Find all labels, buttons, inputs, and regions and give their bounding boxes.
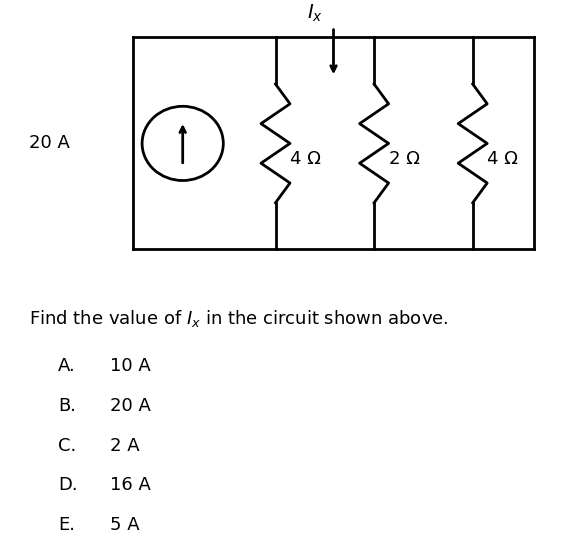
Text: 20 A: 20 A: [110, 397, 151, 415]
Text: 5 A: 5 A: [110, 516, 140, 534]
Text: B.: B.: [58, 397, 76, 415]
Text: D.: D.: [58, 476, 78, 494]
Text: E.: E.: [58, 516, 75, 534]
Text: 4 Ω: 4 Ω: [487, 150, 518, 168]
Text: A.: A.: [58, 357, 76, 375]
Text: 10 A: 10 A: [110, 357, 151, 375]
Text: 4 Ω: 4 Ω: [290, 150, 321, 168]
Text: $I_x$: $I_x$: [307, 3, 323, 24]
Text: 2 Ω: 2 Ω: [389, 150, 419, 168]
Text: 16 A: 16 A: [110, 476, 151, 494]
Text: C.: C.: [58, 437, 76, 454]
Text: Find the value of $I_x$ in the circuit shown above.: Find the value of $I_x$ in the circuit s…: [29, 308, 448, 329]
Text: 20 A: 20 A: [29, 134, 70, 153]
Text: 2 A: 2 A: [110, 437, 140, 454]
